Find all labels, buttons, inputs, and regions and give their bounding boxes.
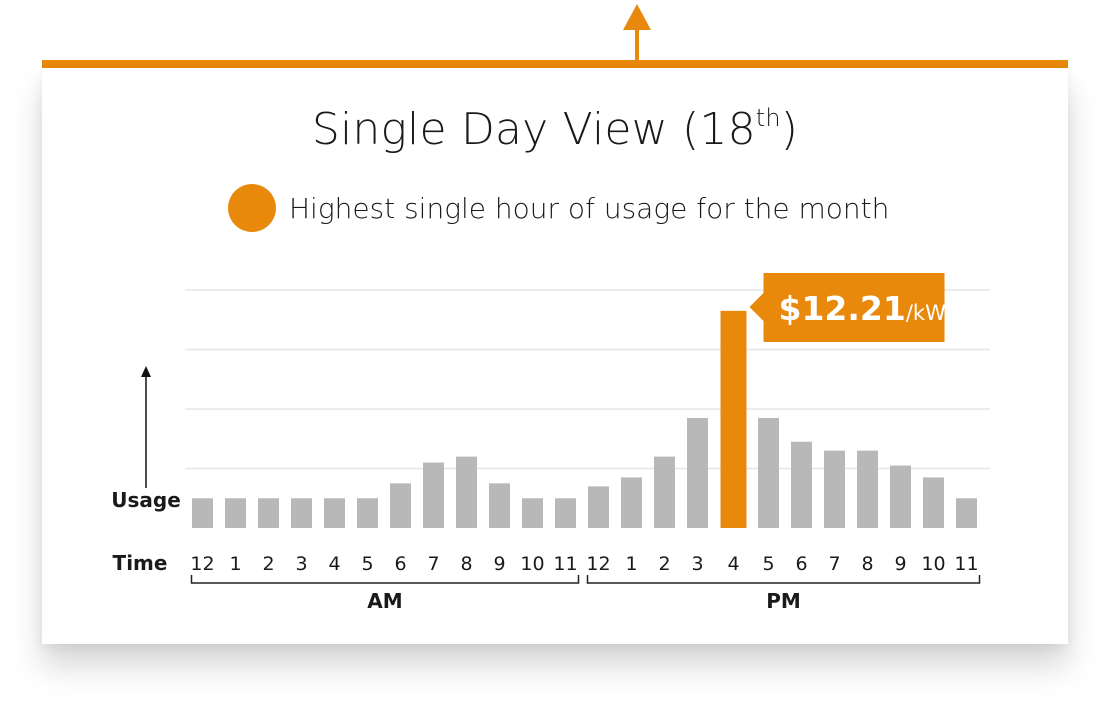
bar (522, 498, 543, 528)
bar (923, 477, 944, 528)
bar (824, 450, 845, 528)
x-tick-label: 2 (658, 553, 670, 575)
chart-card (42, 68, 1068, 644)
x-tick-label: 5 (762, 553, 774, 575)
x-tick-label: 12 (190, 553, 214, 575)
callout-pointer (749, 293, 764, 321)
x-tick-label: 7 (828, 553, 840, 575)
group-label: AM (367, 589, 402, 613)
group-bracket (190, 575, 580, 584)
x-tick-label: 1 (625, 553, 637, 575)
bar (258, 498, 279, 528)
x-tick-label: 6 (795, 553, 807, 575)
group-label: PM (766, 589, 801, 613)
legend-swatch-icon (228, 184, 276, 232)
x-tick-label: 7 (427, 553, 439, 575)
bar (555, 498, 576, 528)
bar (192, 498, 213, 528)
bar (456, 456, 477, 528)
x-tick-label: 12 (586, 553, 610, 575)
bar (291, 498, 312, 528)
price-callout (763, 273, 945, 342)
bar (791, 441, 812, 528)
legend: Highest single hour of usage for the mon… (228, 184, 889, 232)
x-tick-label: 8 (861, 553, 873, 575)
top-connector-arrow (42, 4, 1068, 68)
x-tick-label: 1 (229, 553, 241, 575)
title-superscript: th (755, 104, 781, 132)
bar (324, 498, 345, 528)
x-tick-label: 6 (394, 553, 406, 575)
x-tick-label: 11 (553, 553, 577, 575)
x-axis-label: Time (113, 551, 168, 575)
x-tick-label: 11 (954, 553, 978, 575)
bar (857, 450, 878, 528)
bar (654, 456, 675, 528)
x-tick-label: 9 (493, 553, 505, 575)
bar (357, 498, 378, 528)
bar (225, 498, 246, 528)
group-bracket (586, 575, 981, 584)
y-axis-arrowhead-icon (141, 366, 151, 377)
bar (890, 465, 911, 528)
x-tick-label: 10 (520, 553, 544, 575)
bar (687, 417, 708, 528)
y-axis-label: Usage (111, 488, 181, 512)
bar (956, 498, 977, 528)
x-tick-label: 4 (328, 553, 340, 575)
bar (758, 417, 779, 528)
bar (423, 462, 444, 528)
legend-label: Highest single hour of usage for the mon… (289, 191, 890, 225)
x-tick-label: 2 (262, 553, 274, 575)
x-tick-label: 3 (295, 553, 307, 575)
x-tick-label: 4 (727, 553, 739, 575)
price-value: $12.21/kW (779, 289, 947, 328)
x-tick-label: 3 (691, 553, 703, 575)
x-tick-label: 8 (460, 553, 472, 575)
chart-title: Single Day View (18th) (311, 104, 799, 155)
bar-highlight (720, 310, 747, 528)
x-tick-label: 9 (894, 553, 906, 575)
bar (621, 477, 642, 528)
bar (390, 483, 411, 528)
x-tick-label: 10 (921, 553, 945, 575)
x-tick-label: 5 (361, 553, 373, 575)
bar (588, 486, 609, 528)
bar (489, 483, 510, 528)
